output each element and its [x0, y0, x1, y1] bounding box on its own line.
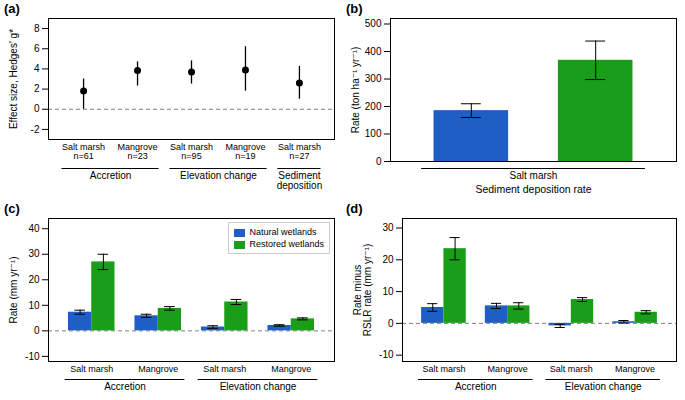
svg-text:20: 20: [28, 274, 40, 285]
html-text:(d): (d): [346, 201, 363, 216]
svg-text:Rate (mm yr⁻¹): Rate (mm yr⁻¹): [8, 257, 19, 324]
svg-text:Sedimentdeposition: Sedimentdeposition: [277, 170, 323, 191]
svg-text:2: 2: [34, 83, 40, 94]
svg-text:Rate (ton ha⁻¹ yr⁻¹): Rate (ton ha⁻¹ yr⁻¹): [350, 47, 361, 134]
svg-text:Elevation change: Elevation change: [565, 381, 642, 392]
svg-text:Salt marshn=61: Salt marshn=61: [62, 142, 105, 161]
svg-text:Salt marsh: Salt marsh: [422, 364, 465, 374]
svg-text:Mangroven=23: Mangroven=23: [118, 142, 158, 161]
svg-text:Accretion: Accretion: [90, 170, 132, 181]
svg-text:Salt marsh: Salt marsh: [510, 170, 558, 181]
svg-text:4: 4: [34, 63, 40, 74]
svg-text:Mangrove: Mangrove: [138, 364, 178, 374]
svg-text:Effect size, Hedges' g*: Effect size, Hedges' g*: [8, 29, 19, 129]
svg-text:0: 0: [388, 318, 394, 329]
svg-text:200: 200: [365, 101, 382, 112]
svg-text:0: 0: [376, 156, 382, 167]
svg-text:8: 8: [34, 23, 40, 34]
svg-text:100: 100: [365, 128, 382, 139]
svg-text:Salt marsh: Salt marsh: [70, 364, 113, 374]
html-text:(a): (a): [4, 1, 20, 16]
svg-text:Salt marsh: Salt marsh: [550, 364, 593, 374]
svg-text:300: 300: [365, 73, 382, 84]
svg-text:0: 0: [34, 325, 40, 336]
svg-text:30: 30: [382, 222, 394, 233]
svg-text:Salt marshn=95: Salt marshn=95: [170, 142, 213, 161]
html-text:(b): (b): [346, 1, 363, 16]
html-text:(c): (c): [4, 201, 20, 216]
svg-text:10: 10: [28, 300, 40, 311]
svg-text:30: 30: [28, 248, 40, 259]
svg-text:40: 40: [28, 223, 40, 234]
svg-text:Mangroven=19: Mangroven=19: [225, 142, 265, 161]
svg-text:0: 0: [34, 103, 40, 114]
svg-text:Mangrove: Mangrove: [615, 364, 655, 374]
svg-text:Sediment deposition rate: Sediment deposition rate: [475, 183, 591, 195]
svg-text:Elevation change: Elevation change: [180, 170, 257, 181]
html-text:Restored wetlands: Restored wetlands: [249, 239, 324, 249]
svg-text:Accretion: Accretion: [104, 381, 146, 392]
svg-text:Accretion: Accretion: [455, 381, 497, 392]
svg-text:Salt marsh: Salt marsh: [203, 364, 246, 374]
svg-text:Mangrove: Mangrove: [271, 364, 311, 374]
svg-text:Rate minusRSLR rate (mm yr⁻¹): Rate minusRSLR rate (mm yr⁻¹): [352, 244, 373, 337]
svg-text:Mangrove: Mangrove: [488, 364, 528, 374]
svg-text:Salt marshn=27: Salt marshn=27: [278, 142, 321, 161]
svg-text:-10: -10: [25, 351, 40, 362]
svg-text:500: 500: [365, 18, 382, 29]
svg-text:6: 6: [34, 43, 40, 54]
svg-text:20: 20: [382, 254, 394, 265]
html-text:Natural wetlands: Natural wetlands: [249, 227, 317, 237]
svg-text:-2: -2: [31, 124, 40, 135]
svg-text:10: 10: [382, 286, 394, 297]
svg-text:Elevation change: Elevation change: [220, 381, 297, 392]
svg-text:-10: -10: [379, 349, 394, 360]
svg-text:400: 400: [365, 46, 382, 57]
